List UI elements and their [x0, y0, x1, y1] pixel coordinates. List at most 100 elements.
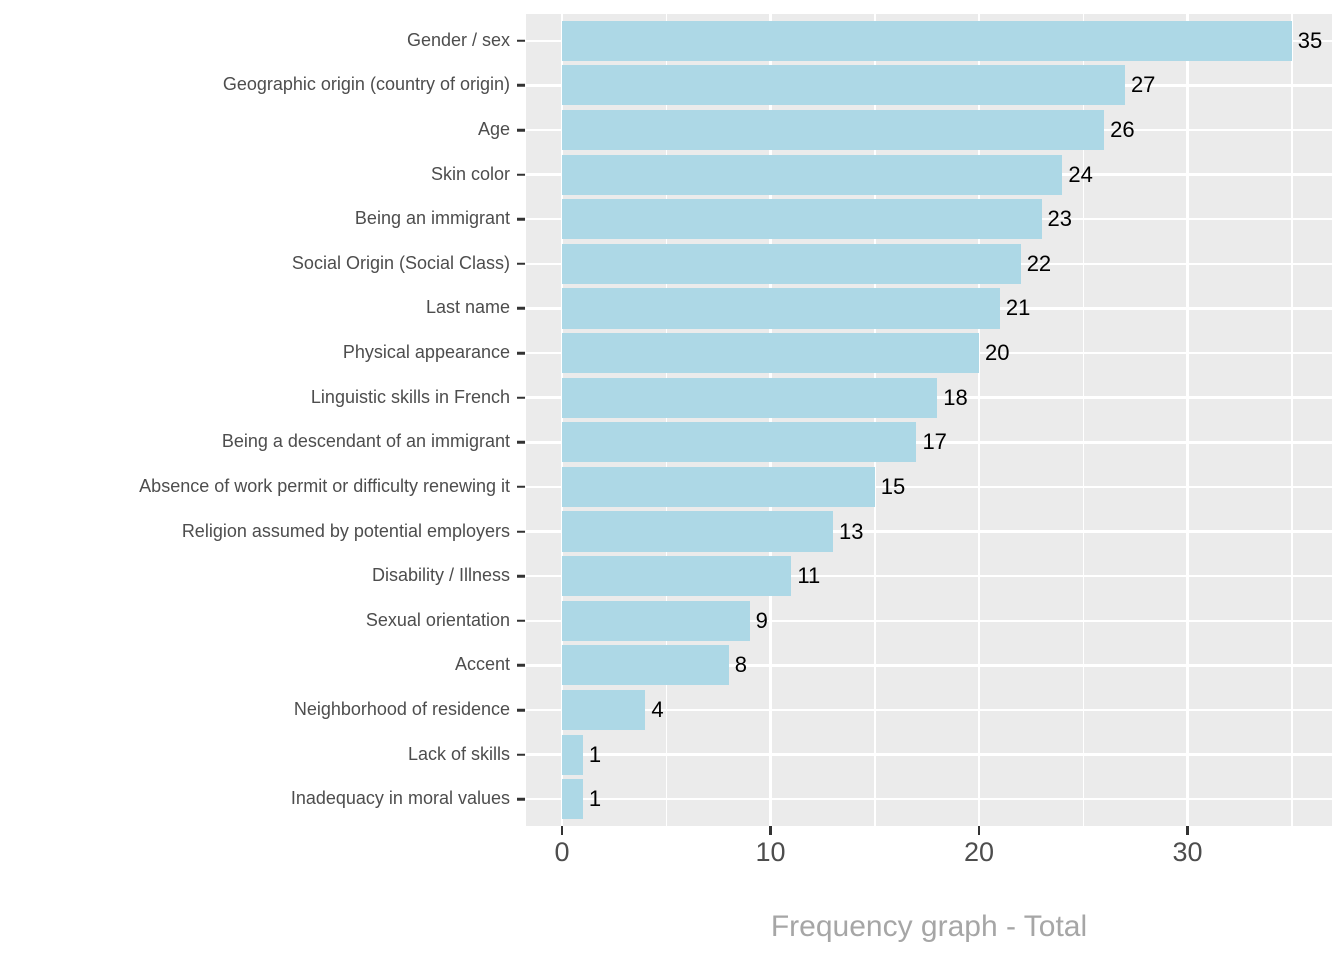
- y-axis-label: Inadequacy in moral values: [290, 788, 510, 809]
- major-gridline: [769, 14, 772, 826]
- y-axis-label: Skin color: [430, 163, 510, 184]
- minor-gridline: [874, 14, 876, 826]
- row-gridline: [526, 708, 1332, 712]
- bar-value-label: 22: [1026, 250, 1052, 276]
- bar-value-label: 1: [588, 786, 602, 812]
- y-tick-mark: [517, 173, 525, 176]
- bar-value-label: 20: [985, 340, 1010, 366]
- y-tick-mark: [517, 307, 525, 310]
- row-gridline: [526, 619, 1332, 623]
- major-gridline: [560, 14, 564, 826]
- y-tick-mark: [517, 128, 525, 132]
- y-axis-label: Last name: [425, 297, 510, 318]
- bar-value-label: 18: [943, 384, 968, 410]
- y-tick-mark: [517, 530, 525, 533]
- bar-value-label: 26: [1110, 117, 1135, 142]
- bar: [562, 109, 1105, 151]
- bar-value-label: 1: [588, 741, 602, 767]
- x-tick-mark: [769, 826, 772, 835]
- plot-panel: 35 27 26 24 23 22 21 20 18 17 15 13 11 9 8 4 1 1: [526, 14, 1332, 826]
- row-gridline: [526, 485, 1332, 489]
- row-gridline: [526, 753, 1332, 756]
- y-tick-mark: [517, 708, 525, 712]
- y-axis-label: Absence of work permit or difficulty ren…: [139, 476, 510, 497]
- bar: [562, 779, 583, 820]
- y-tick-mark: [517, 619, 525, 623]
- bar: [562, 511, 834, 552]
- bar-value-label: 11: [797, 563, 821, 589]
- y-axis-label: Neighborhood of residence: [293, 699, 510, 720]
- bar-value-label: 9: [755, 607, 768, 633]
- y-axis-label: Religion assumed by potential employers: [181, 520, 510, 541]
- bar-value-label: 8: [734, 652, 748, 678]
- y-axis-label: Accent: [454, 654, 510, 675]
- y-tick-mark: [517, 396, 525, 399]
- y-tick-mark: [517, 664, 525, 667]
- bar-value-label: 24: [1068, 161, 1093, 187]
- y-axis-label: Age: [477, 119, 510, 140]
- x-tick-mark: [560, 826, 564, 835]
- row-gridline: [526, 574, 1332, 578]
- bar-value-label: 27: [1130, 72, 1156, 98]
- y-tick-mark: [517, 217, 525, 221]
- bar: [562, 600, 750, 641]
- y-axis-label: Being a descendant of an immigrant: [221, 431, 510, 452]
- x-axis-title: Frequency graph - Total: [770, 910, 1088, 943]
- row-gridline: [526, 441, 1332, 444]
- bar: [562, 288, 1000, 329]
- bar: [562, 154, 1063, 195]
- y-tick-mark: [517, 753, 525, 756]
- row-gridline: [526, 530, 1332, 533]
- bar-value-label: 21: [1005, 295, 1031, 321]
- bar: [562, 422, 917, 463]
- row-gridline: [526, 664, 1332, 667]
- y-tick-mark: [517, 39, 525, 43]
- minor-gridline: [665, 14, 667, 826]
- y-axis-label: Disability / Illness: [371, 565, 510, 586]
- y-tick-mark: [517, 574, 525, 578]
- y-axis-label: Geographic origin (country of origin): [222, 74, 510, 95]
- bar-value-label: 35: [1297, 27, 1323, 53]
- bar: [562, 243, 1021, 284]
- bar-value-label: 13: [839, 518, 864, 544]
- y-axis-label: Physical appearance: [342, 342, 510, 363]
- x-tick-label: 10: [755, 837, 786, 867]
- bar: [562, 65, 1125, 106]
- bar-value-label: 15: [880, 473, 906, 499]
- bar: [562, 199, 1042, 240]
- y-axis-label: Lack of skills: [407, 743, 510, 764]
- major-gridline: [977, 14, 981, 826]
- bar: [562, 689, 646, 731]
- y-tick-mark: [517, 485, 525, 489]
- y-tick-mark: [517, 84, 525, 87]
- row-gridline: [526, 797, 1332, 801]
- y-axis-label: Linguistic skills in French: [310, 386, 510, 407]
- y-tick-mark: [517, 797, 525, 801]
- minor-gridline: [1291, 14, 1293, 826]
- bar: [562, 377, 938, 418]
- y-axis-label: Social Origin (Social Class): [291, 252, 510, 273]
- y-tick-mark: [517, 441, 525, 444]
- bar-value-label: 4: [651, 697, 664, 722]
- minor-gridline: [1082, 14, 1084, 826]
- y-tick-mark: [517, 351, 525, 355]
- bar: [562, 556, 792, 597]
- x-tick-label: 20: [963, 837, 995, 867]
- y-axis-label: Being an immigrant: [354, 208, 510, 229]
- bar: [562, 734, 583, 775]
- bar: [562, 466, 875, 507]
- major-gridline: [1186, 14, 1189, 826]
- y-tick-mark: [517, 262, 525, 266]
- bar: [562, 20, 1292, 61]
- bar: [562, 645, 729, 686]
- x-tick-mark: [977, 826, 981, 835]
- x-tick-label: 0: [554, 837, 570, 867]
- bar-value-label: 17: [922, 429, 947, 455]
- x-tick-label: 30: [1172, 837, 1203, 867]
- y-axis-label: Gender / sex: [406, 29, 510, 50]
- y-axis-label: Sexual orientation: [365, 609, 510, 630]
- bar: [562, 333, 979, 374]
- bar-value-label: 23: [1047, 206, 1073, 232]
- x-tick-mark: [1186, 826, 1189, 835]
